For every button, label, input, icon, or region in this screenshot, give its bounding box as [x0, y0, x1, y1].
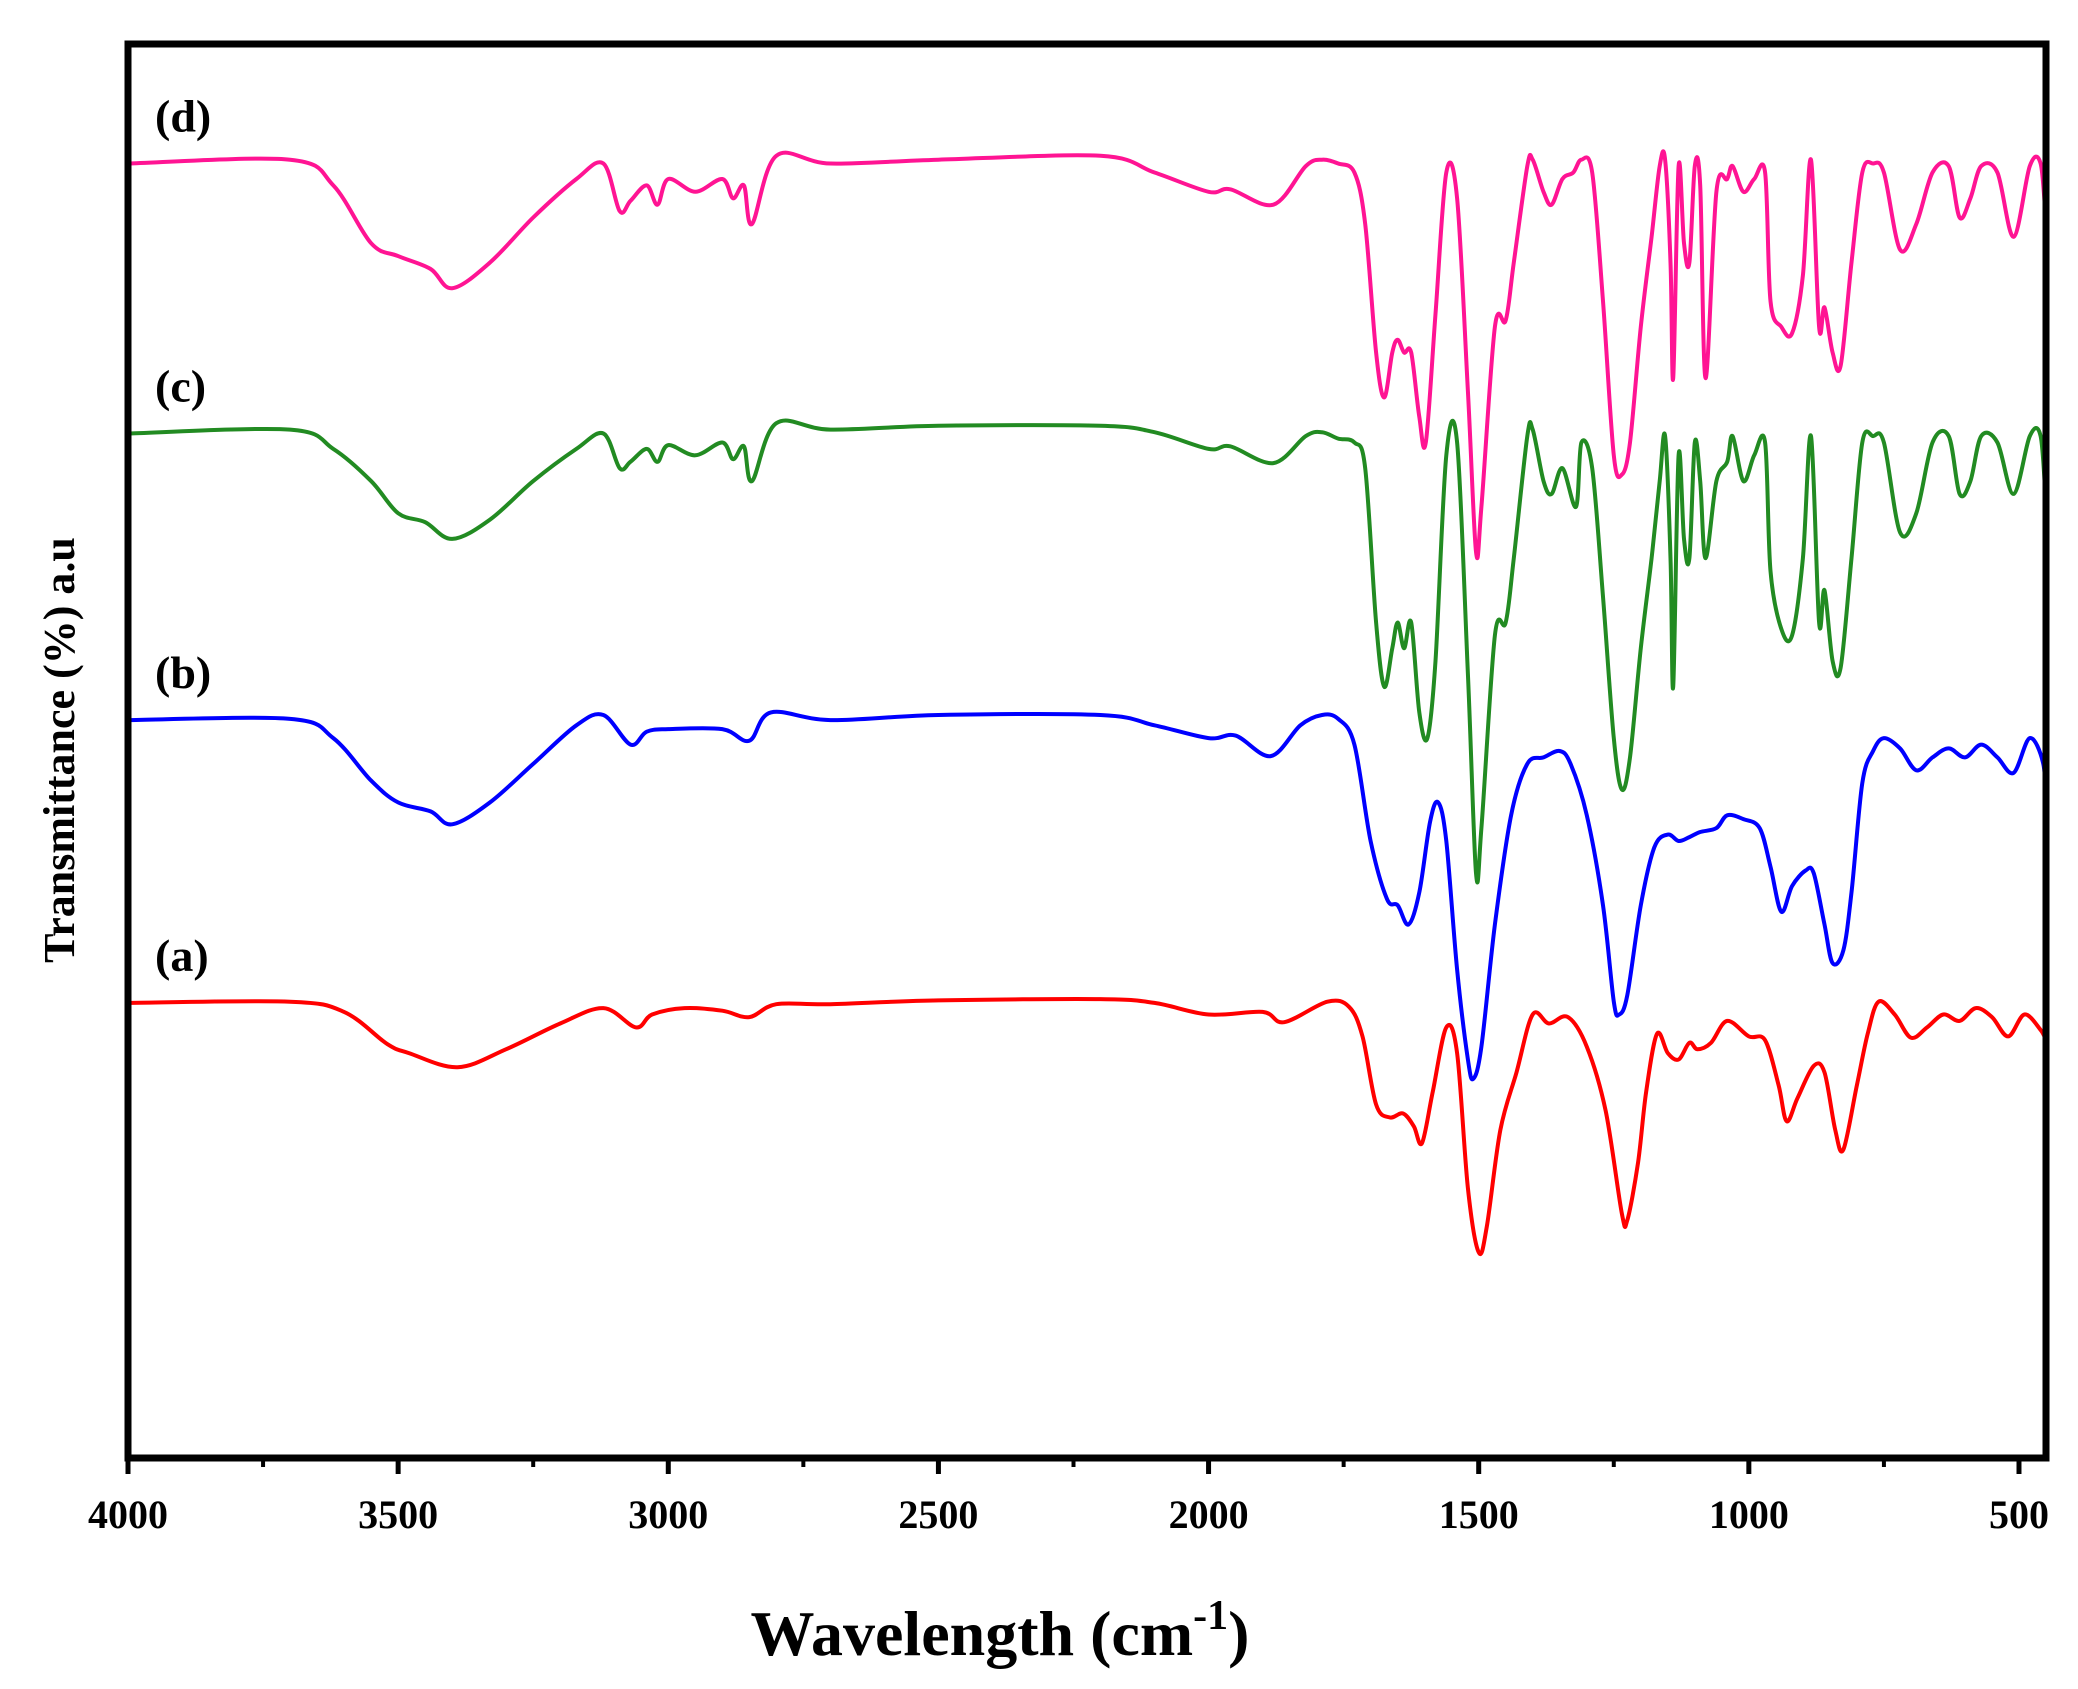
series-line-a	[126, 996, 2048, 1256]
x-axis-title-sup: -1	[1193, 1593, 1228, 1639]
plot-frame	[124, 40, 2050, 1462]
series-labels: (a) (b) (c) (d)	[155, 91, 211, 981]
x-tick-label-500: 500	[1989, 1492, 2049, 1537]
x-tick-label-1000: 1000	[1709, 1492, 1789, 1537]
series-line-b	[126, 709, 2048, 1082]
x-tick-label-2000: 2000	[1169, 1492, 1249, 1537]
x-tick-label-3000: 3000	[628, 1492, 708, 1537]
series-label-a: (a)	[155, 930, 209, 981]
x-axis: 4000 3500 3000 2500 2000 1500 1000 500	[88, 1458, 2049, 1537]
series-line-c	[126, 418, 2048, 885]
x-tick-label-2500: 2500	[898, 1492, 978, 1537]
plot-area	[124, 40, 2050, 1462]
x-axis-title: Wavelength (cm-1)	[751, 1593, 1250, 1669]
x-axis-title-main: Wavelength (cm	[751, 1598, 1194, 1669]
series-line-d	[126, 149, 2048, 561]
series-label-b: (b)	[155, 647, 211, 698]
x-tick-label-4000: 4000	[88, 1492, 168, 1537]
x-tick-label-3500: 3500	[358, 1492, 438, 1537]
series-label-d: (d)	[155, 91, 211, 142]
y-axis-title: Transmittance (%) a.u	[35, 537, 84, 963]
x-tick-label-1500: 1500	[1439, 1492, 1519, 1537]
series-layer	[126, 149, 2048, 1256]
series-label-c: (c)	[155, 360, 206, 411]
x-axis-title-close: )	[1228, 1598, 1249, 1669]
